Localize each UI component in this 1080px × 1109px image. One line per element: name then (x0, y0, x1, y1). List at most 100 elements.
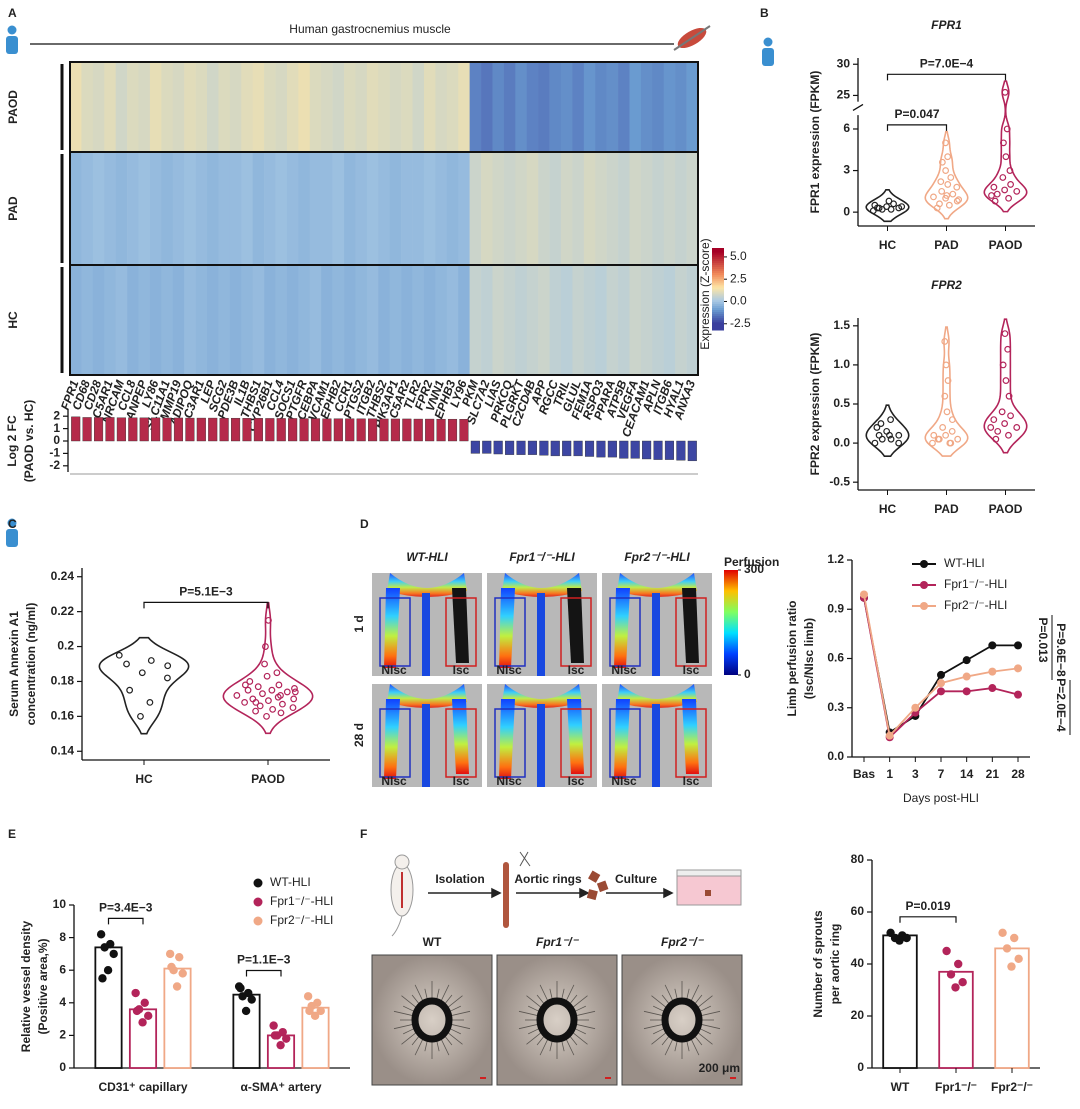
sprout (699, 1005, 712, 1012)
data-point (1002, 153, 1010, 161)
image-row-label: 28 d (352, 723, 366, 747)
colorbar-step (712, 270, 724, 274)
y-axis-label: Limb perfusion ratio (785, 600, 799, 716)
heatmap-cell (252, 265, 265, 375)
fc-bar (493, 440, 503, 455)
heatmap-cell (652, 152, 665, 265)
perfusion-image: NIsc Isc (487, 684, 597, 788)
micrograph (496, 954, 618, 1086)
data-point (265, 616, 272, 624)
colorbar-step (712, 291, 724, 294)
sprout (652, 1005, 665, 1012)
image-label: Fpr1⁻/⁻ (536, 935, 580, 949)
p-value: P=0.013 (1036, 617, 1050, 662)
colorbar-step (712, 280, 724, 284)
heatmap-cell (92, 152, 105, 265)
y-axis-label: Relative vessel density (19, 920, 33, 1052)
data-point (131, 988, 140, 998)
data-point (238, 992, 247, 1001)
heatmap-cell (629, 152, 642, 265)
data-point (873, 424, 881, 431)
data-point (310, 1011, 320, 1021)
data-point (244, 686, 252, 694)
data-point (316, 1006, 325, 1016)
series-marker (885, 731, 894, 740)
y-tick-label: 0.6 (827, 651, 844, 665)
y-tick-label: 1.0 (833, 357, 850, 371)
y-tick-label: 0 (857, 1060, 864, 1074)
colorbar-title: Perfusion (724, 555, 779, 569)
roi-box (675, 708, 707, 778)
sprout (536, 994, 545, 1005)
sprout (447, 995, 463, 1008)
bar (94, 946, 123, 1069)
workflow-step: Isolation (435, 872, 484, 886)
colorbar-step (712, 250, 724, 253)
heatmap-cell (252, 62, 265, 152)
y-tick-label: 0.9 (827, 601, 844, 615)
colorbar-step (712, 313, 724, 317)
fc-bar (276, 418, 286, 442)
sprout (451, 1010, 471, 1016)
data-point (305, 1006, 314, 1016)
y-tick-label: -1 (49, 446, 60, 460)
data-point (164, 674, 171, 682)
heatmap-cell (549, 62, 562, 152)
colorbar-tick-label: 2.5 (730, 271, 747, 285)
heatmap-cell (184, 152, 196, 265)
y-tick-label: 0.22 (51, 604, 75, 618)
panel-label: C (8, 517, 17, 531)
roi-box (379, 597, 411, 667)
right-leg (682, 588, 699, 663)
y-axis-label: Serum Annexin A1 (7, 611, 21, 717)
data-point (887, 416, 895, 424)
heatmap-cell (218, 62, 231, 152)
y-axis-label: Log 2 FC (5, 415, 19, 467)
sprout (664, 1037, 674, 1056)
series-marker (860, 590, 868, 599)
data-point (1001, 420, 1009, 427)
perfusion-colorbar (724, 570, 738, 675)
heatmap-cell (435, 152, 448, 265)
human-icon (6, 25, 18, 54)
heatmap-cell (161, 265, 174, 375)
heatmap-cell (104, 265, 116, 375)
colorbar-step (712, 284, 724, 288)
sprout (701, 1024, 721, 1030)
heatmap-cell (309, 265, 322, 375)
y-tick-label: -2 (49, 458, 60, 472)
aortic-ring (661, 997, 703, 1043)
heatmap-cell (344, 62, 356, 152)
heatmap-cell (355, 265, 368, 375)
heatmap-cell (286, 62, 299, 152)
heatmap-cell (401, 62, 413, 152)
sprout (518, 1010, 538, 1016)
heatmap-cell (81, 62, 94, 152)
data-point (878, 435, 886, 443)
data-point (944, 153, 952, 161)
data-point (954, 959, 963, 969)
roi-box (675, 597, 707, 667)
x-tick-label: Bas (853, 767, 875, 781)
panel-label: F (360, 827, 367, 841)
x-tick-label: PAD (934, 238, 959, 252)
left-leg (499, 588, 515, 668)
heatmap-cell (309, 62, 322, 152)
p-value: P=0.047 (894, 107, 939, 121)
sprout (536, 1035, 545, 1046)
data-point (938, 158, 946, 166)
aortic-ring (411, 997, 453, 1043)
x-tick-label: PAOD (251, 772, 285, 786)
data-point (247, 995, 256, 1004)
heatmap-cell (583, 62, 596, 152)
workflow-step: Aortic rings (514, 872, 582, 886)
colorbar-step (712, 295, 724, 298)
data-point (138, 669, 146, 677)
roi-label: Isc (683, 774, 700, 788)
data-point (241, 699, 248, 706)
heatmap-cell (229, 62, 242, 152)
heatmap-cell (663, 152, 676, 265)
legend-label: Fpr1⁻/⁻-HLI (944, 577, 1007, 591)
fc-bar (607, 440, 617, 458)
fc-bar (516, 440, 526, 455)
